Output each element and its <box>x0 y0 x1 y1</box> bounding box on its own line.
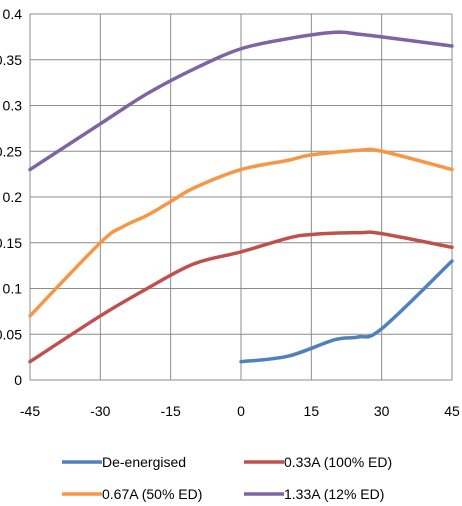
x-axis-tick-labels: -45 -30 -15 0 15 30 45 <box>20 403 460 419</box>
series-line-4 <box>28 30 454 172</box>
y-tick-label: 0.3 <box>3 98 23 114</box>
legend-label: 0.67A (50% ED) <box>102 486 202 502</box>
x-tick-label: 45 <box>444 403 460 419</box>
y-tick-label: 0.2 <box>3 189 23 205</box>
y-tick-label: 0.35 <box>0 52 22 68</box>
x-tick-label: -30 <box>90 403 110 419</box>
series-line-3 <box>28 147 454 318</box>
x-tick-label: 15 <box>304 403 320 419</box>
legend-label: 0.33A (100% ED) <box>284 454 392 470</box>
legend-label: 1.33A (12% ED) <box>284 486 384 502</box>
chart-series-lines <box>28 30 454 364</box>
chart-legend: De-energised 0.33A (100% ED) 0.67A (50% ED… <box>62 454 392 502</box>
y-tick-label: 0 <box>14 372 22 388</box>
chart-gridlines <box>30 13 453 380</box>
x-tick-label: -15 <box>161 403 181 419</box>
y-tick-label: 0.15 <box>0 235 22 251</box>
x-tick-label: -45 <box>20 403 40 419</box>
y-axis-tick-labels: 0 0.05 0.1 0.15 0.2 0.25 0.3 0.35 0.4 <box>0 6 22 388</box>
x-tick-label: 30 <box>374 403 390 419</box>
y-tick-label: 0.4 <box>3 6 23 22</box>
series-line-2 <box>28 230 454 364</box>
y-tick-label: 0.25 <box>0 143 22 159</box>
x-tick-label: 0 <box>237 403 245 419</box>
y-tick-label: 0.05 <box>0 326 22 342</box>
y-tick-label: 0.1 <box>3 281 23 297</box>
series-line-1 <box>239 259 454 364</box>
legend-label: De-energised <box>102 454 186 470</box>
chart-axes <box>29 14 452 381</box>
